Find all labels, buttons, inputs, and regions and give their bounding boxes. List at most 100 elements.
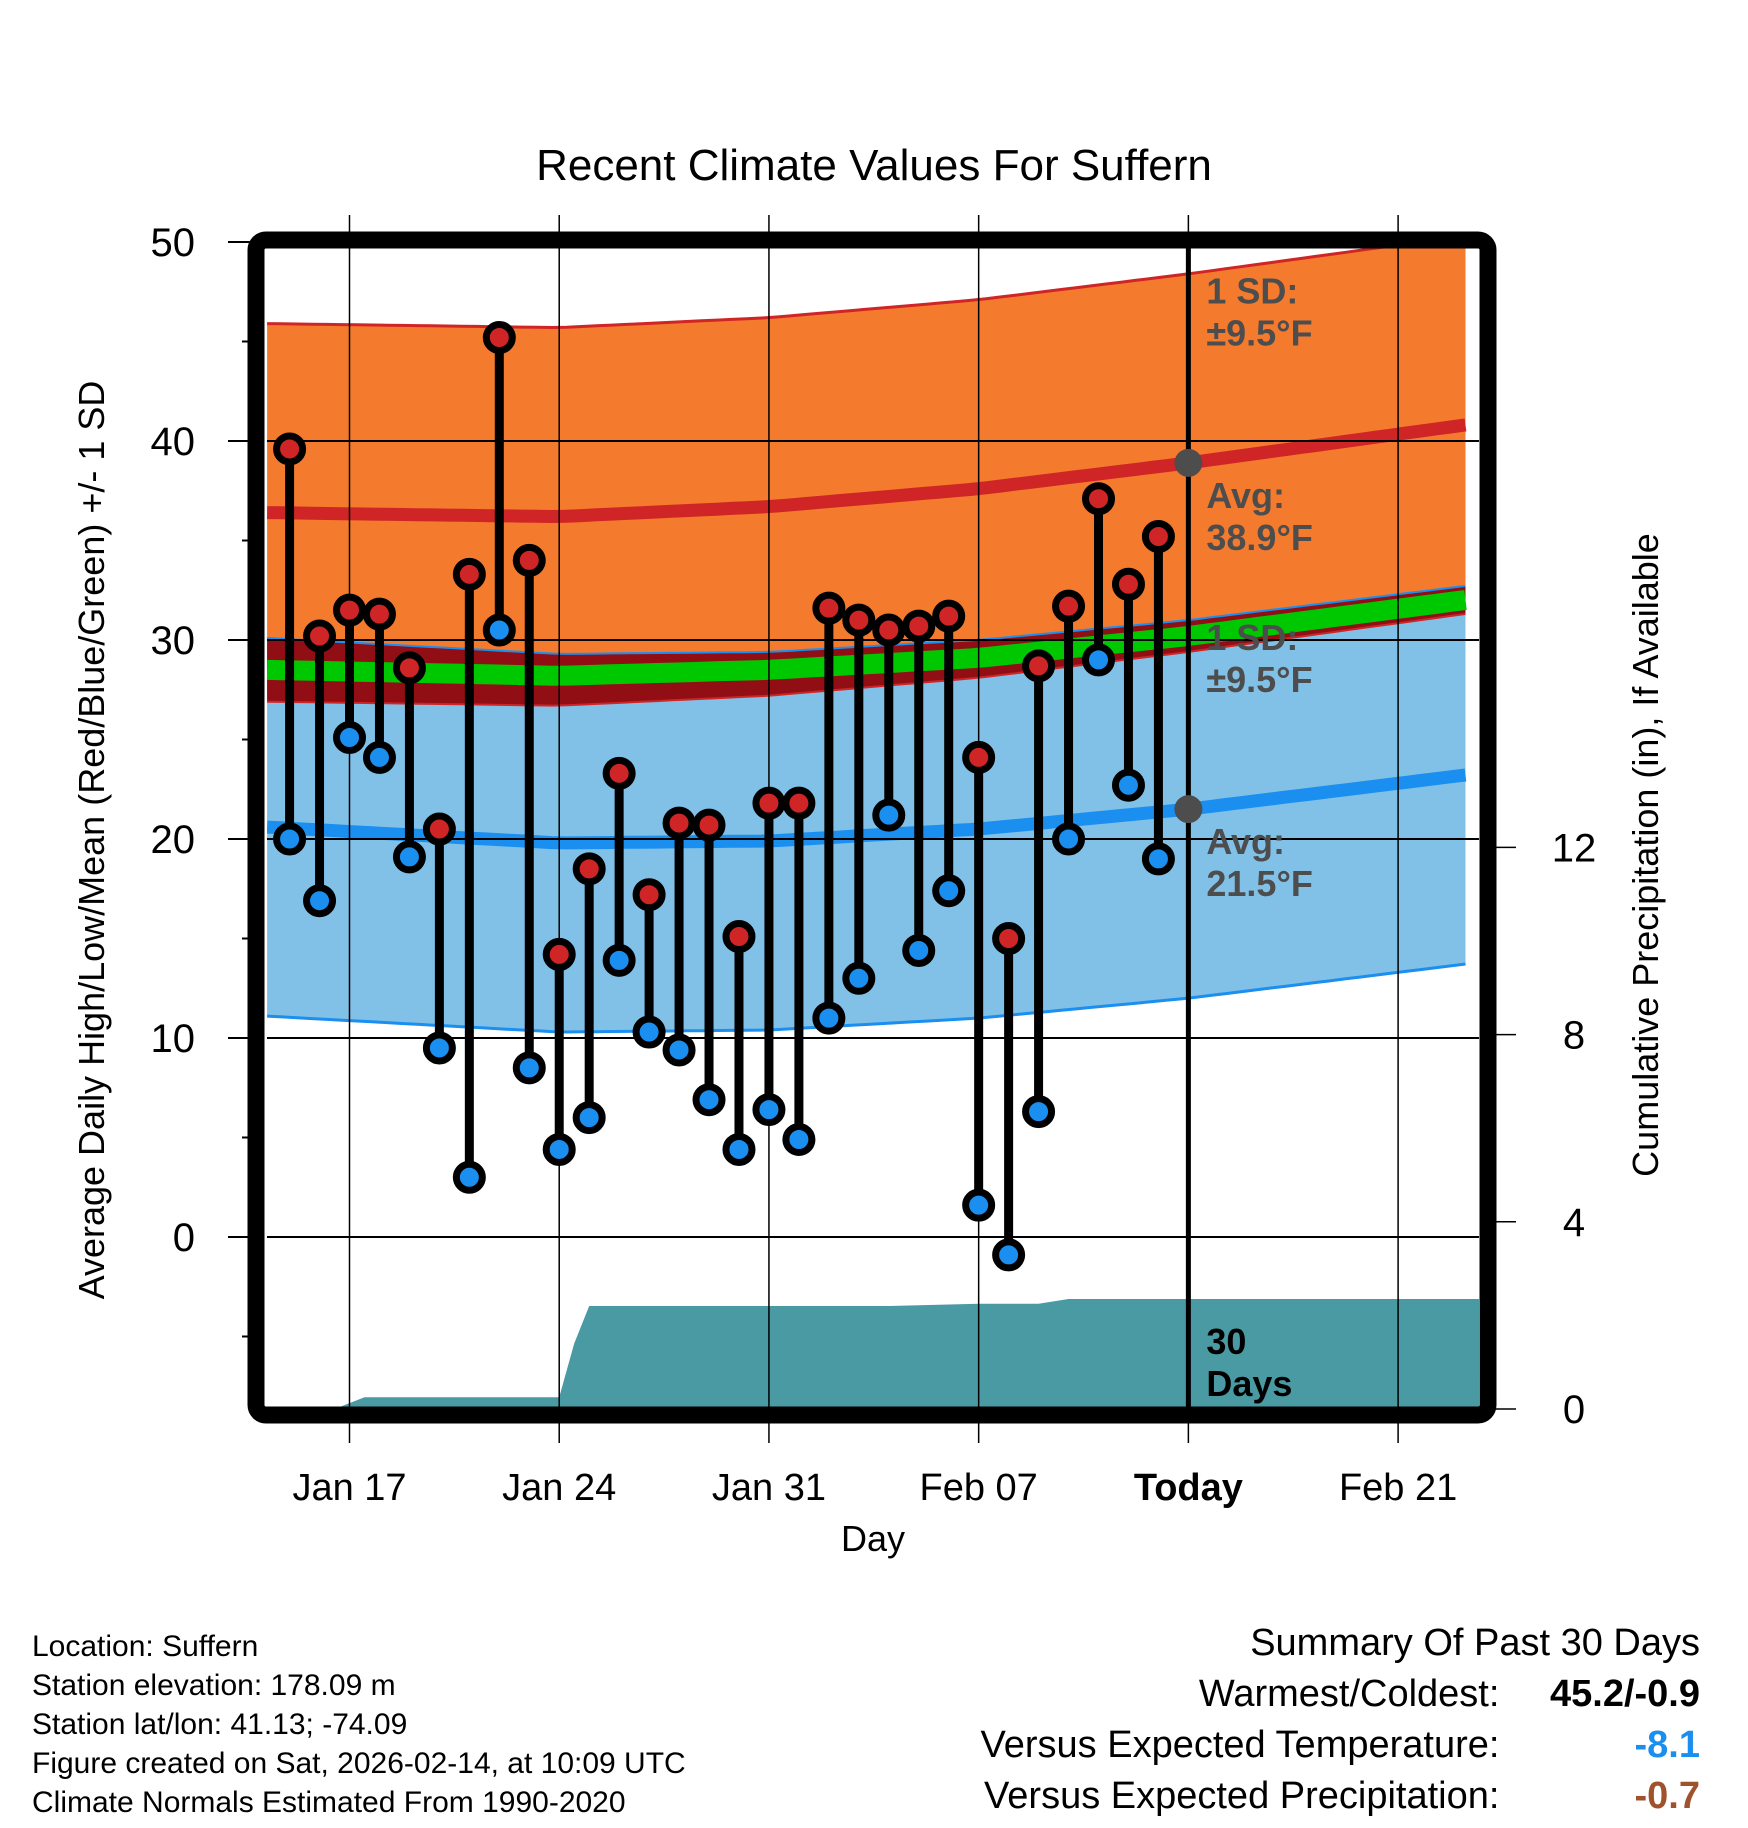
low-temperature-point [1111, 768, 1145, 802]
high-avg-annotation-line1: Avg: [1206, 475, 1285, 516]
low-avg-annotation-line2: 21.5°F [1206, 863, 1312, 904]
daily-temperature-stem [752, 786, 786, 1127]
y2-axis-label: Cumulative Precipitation (in), If Availa… [1625, 533, 1666, 1177]
y-tick-label: 30 [151, 619, 196, 663]
y2-tick-label: 4 [1563, 1201, 1585, 1245]
daily-temperature-stem [602, 756, 636, 977]
low-temperature-point [273, 822, 307, 856]
high-temperature-point [842, 603, 876, 637]
low-avg-today-marker [1174, 795, 1203, 824]
high-sd-band [267, 246, 1466, 706]
low-temperature-point [452, 1160, 486, 1194]
created-text: Figure created on Sat, 2026-02-14, at 10… [32, 1747, 686, 1780]
high-temperature-point [333, 593, 366, 627]
high-temperature-point [452, 557, 486, 591]
y-tick-label: 20 [151, 818, 196, 862]
x-tick-label: Jan 31 [712, 1467, 826, 1509]
low-temperature-point [662, 1033, 696, 1067]
low-temperature-point [782, 1122, 816, 1156]
plot-area [267, 246, 1479, 1409]
summary-panel: Summary Of Past 30 Days Warmest/Coldest:… [981, 1618, 1700, 1822]
daily-temperature-stem [782, 786, 816, 1156]
high-band-top-edge [267, 246, 1403, 330]
high-temperature-point [602, 756, 636, 790]
summary-warmest-row: Warmest/Coldest: 45.2/-0.9 [981, 1669, 1700, 1720]
high-temperature-point [273, 432, 307, 466]
low-temperature-point [932, 874, 966, 908]
daily-temperature-stem [452, 557, 486, 1194]
high-temperature-point [482, 321, 516, 355]
daily-temperature-stem [392, 651, 426, 874]
low-sd-annotation-line2: ±9.5°F [1206, 659, 1312, 700]
right-y-axis: 12 8 4 0 [1488, 826, 1596, 1432]
daily-temperature-stem [1082, 482, 1115, 677]
warmest-label: Warmest/Coldest: [1198, 1673, 1500, 1715]
low-temperature-point [512, 1051, 546, 1085]
high-temperature-point [662, 806, 696, 840]
latlon-text: Station lat/lon: 41.13; -74.09 [32, 1708, 408, 1741]
x-tick-label: Feb 21 [1339, 1467, 1457, 1509]
high-temperature-point [303, 619, 337, 653]
x-tick-label: Today [1134, 1467, 1243, 1509]
precip-departure-label: Versus Expected Precipitation: [984, 1775, 1500, 1817]
low-temperature-point [962, 1188, 996, 1222]
normal-bands [267, 246, 1467, 1034]
precip-window-label-line1: 30 [1206, 1321, 1246, 1362]
high-temperature-point [752, 786, 786, 820]
low-temperature-point [752, 1093, 786, 1127]
low-temperature-point [722, 1132, 756, 1166]
low-temperature-point [572, 1101, 606, 1135]
high-temperature-point [812, 591, 846, 625]
daily-temperature-stem [572, 852, 606, 1135]
low-sd-annotation-line1: 1 SD: [1206, 617, 1298, 658]
high-temperature-point [1052, 589, 1086, 623]
high-temperature-point [1111, 567, 1145, 601]
cumulative-precip-area [334, 1299, 1479, 1409]
summary-title: Summary Of Past 30 Days [1250, 1622, 1700, 1664]
daily-temperature-stem [872, 613, 906, 832]
low-temperature-point [333, 721, 366, 755]
low-temperature-point [902, 933, 936, 967]
summary-temp-row: Versus Expected Temperature: -8.1 [981, 1720, 1700, 1771]
chart-title: Recent Climate Values For Suffern [536, 141, 1212, 190]
y-axis-label: Average Daily High/Low/Mean (Red/Blue/Gr… [71, 381, 112, 1300]
normals-text: Climate Normals Estimated From 1990-2020 [32, 1786, 626, 1819]
high-temperature-point [422, 812, 456, 846]
daily-temperature-stem [1052, 589, 1086, 856]
left-y-axis: 50 40 30 20 10 0 [151, 221, 256, 1338]
high-temperature-point [572, 852, 606, 886]
high-average-line [267, 418, 1467, 524]
y2-tick-label: 8 [1563, 1014, 1585, 1058]
x-axis-label: Day [841, 1518, 905, 1559]
temp-departure-value: -8.1 [1634, 1724, 1700, 1766]
low-temperature-point [602, 943, 636, 977]
daily-temperature-stem [362, 597, 396, 774]
high-temperature-point [782, 786, 816, 820]
high-temperature-point [362, 597, 396, 631]
y2-tick-label: 0 [1563, 1388, 1585, 1432]
daily-temperature-stem [273, 432, 307, 856]
high-temperature-point [872, 613, 906, 647]
precip-departure-value: -0.7 [1634, 1775, 1700, 1817]
high-temperature-point [962, 740, 996, 774]
high-temperature-point [992, 922, 1026, 955]
daily-temperature-stem [812, 591, 846, 1035]
low-temperature-point [992, 1238, 1026, 1272]
high-temperature-point [1082, 482, 1115, 516]
precipitation-area [334, 1299, 1479, 1409]
daily-temperature-stem [1022, 649, 1056, 1129]
low-temperature-point [482, 613, 516, 647]
low-temperature-point [422, 1031, 456, 1065]
high-sd-annotation-line2: ±9.5°F [1206, 313, 1312, 354]
elevation-text: Station elevation: 178.09 m [32, 1669, 396, 1702]
daily-temperature-stem [632, 878, 666, 1049]
observed-temperatures [273, 321, 1175, 1272]
plot-frame [247, 231, 1497, 1424]
low-temperature-point [303, 884, 337, 918]
low-temperature-point [1052, 822, 1086, 856]
x-tick-label: Feb 07 [920, 1467, 1038, 1509]
temp-departure-label: Versus Expected Temperature: [980, 1724, 1500, 1766]
high-temperature-point [542, 937, 576, 971]
high-temperature-point [722, 920, 756, 954]
high-temperature-point [932, 599, 966, 633]
